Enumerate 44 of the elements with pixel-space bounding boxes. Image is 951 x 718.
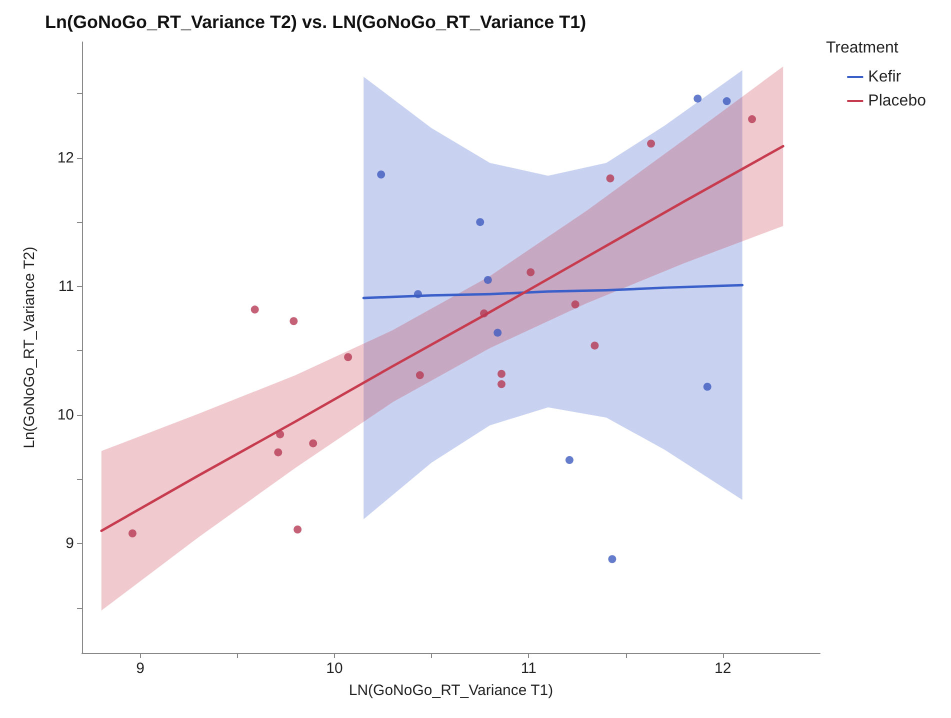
point xyxy=(498,370,506,378)
point xyxy=(414,290,422,298)
point xyxy=(294,526,302,534)
point xyxy=(694,94,702,103)
point xyxy=(290,317,298,326)
y-tick-label: 10 xyxy=(57,406,74,424)
line-series xyxy=(362,284,744,300)
x-axis-title: LN(GoNoGo_RT_Variance T1) xyxy=(348,682,554,699)
point xyxy=(526,268,535,276)
x-tick-label: 9 xyxy=(136,660,144,677)
y-tick-label: 9 xyxy=(66,535,74,552)
point xyxy=(722,97,731,106)
point xyxy=(703,382,712,391)
x-tick-label: 10 xyxy=(326,660,343,677)
point xyxy=(606,174,614,182)
point xyxy=(344,353,352,362)
point xyxy=(494,328,502,337)
point xyxy=(590,342,599,350)
y-axis-title: Ln(GoNoGo_RT_Variance T2) xyxy=(21,246,38,448)
point xyxy=(484,276,492,284)
point xyxy=(748,115,756,124)
point xyxy=(480,309,488,318)
point xyxy=(608,555,616,564)
point xyxy=(128,529,136,538)
point xyxy=(274,448,282,456)
point xyxy=(377,170,386,178)
point xyxy=(565,456,574,464)
point xyxy=(276,430,284,438)
point xyxy=(476,218,484,226)
point xyxy=(250,306,259,314)
point xyxy=(498,380,506,388)
x-tick-label: 11 xyxy=(520,660,536,677)
y-tick-label: 11 xyxy=(58,278,74,295)
point xyxy=(647,140,656,148)
y-tick-label: 12 xyxy=(57,149,74,166)
chart-title: Ln(GoNoGo_RT_Variance T2) vs. LN(GoNoGo_RT_Variance T1) xyxy=(45,12,586,32)
line-series xyxy=(100,144,784,532)
point xyxy=(571,300,580,308)
legend-title: Treatment xyxy=(826,40,899,56)
point xyxy=(416,371,424,380)
point xyxy=(309,439,318,448)
legend-label: Kefir xyxy=(868,68,902,86)
legend-label: Placebo xyxy=(868,92,926,110)
x-tick-label: 12 xyxy=(714,660,732,677)
